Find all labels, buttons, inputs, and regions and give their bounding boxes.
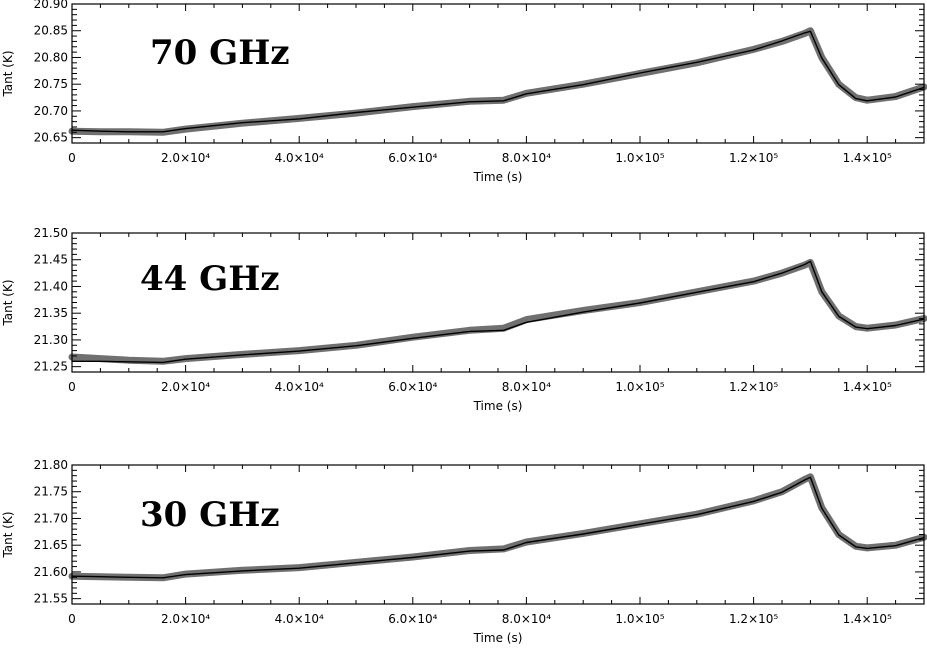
- series-line-2: [71, 30, 925, 133]
- x-tick-label: 4.0×10⁴: [275, 151, 324, 165]
- x-axis-label: Time (s): [473, 399, 523, 413]
- series-line-2: [71, 260, 925, 364]
- y-tick-label: 21.45: [34, 253, 68, 267]
- y-axis-label: Tant (K): [1, 279, 15, 326]
- panel-2: 0 2.0×10⁴ 4.0×10⁴ 6.0×10⁴ 8.0×10⁴ 1.0×10⁵ 1.2×…: [1, 226, 927, 413]
- y-tick-label: 21.65: [34, 538, 68, 552]
- y-tick-label: 21.55: [34, 592, 68, 606]
- x-tick-label: 6.0×10⁴: [388, 151, 437, 165]
- plot-frame: [71, 3, 925, 144]
- x-tick-label: 8.0×10⁴: [502, 380, 551, 394]
- y-tick-label: 20.85: [34, 24, 68, 38]
- y-tick-label: 21.60: [34, 565, 68, 579]
- panel-title: 30 GHz: [140, 495, 280, 535]
- y-tick-label: 20.70: [34, 104, 68, 118]
- y-tick-label: 21.30: [34, 333, 68, 347]
- x-tick-label: 4.0×10⁴: [275, 380, 324, 394]
- y-tick-label: 20.80: [34, 50, 68, 64]
- x-tick-label: 1.2×10⁵: [729, 612, 778, 626]
- x-tick-label: 1.0×10⁵: [615, 380, 664, 394]
- plot-frame: [71, 232, 925, 373]
- x-axis-label: Time (s): [473, 170, 523, 184]
- x-tick-label: 6.0×10⁴: [388, 612, 437, 626]
- y-tick-label: 21.25: [34, 360, 68, 374]
- y-tick-label: 20.75: [34, 77, 68, 91]
- panel-1: 0 2.0×10⁴ 4.0×10⁴ 6.0×10⁴ 8.0×10⁴ 1.0×10⁵ 1.2×…: [1, 0, 927, 184]
- x-tick-label: 0: [68, 612, 76, 626]
- x-tick-label: 1.4×10⁵: [843, 380, 892, 394]
- x-tick-label: 2.0×10⁴: [161, 612, 210, 626]
- x-tick-label: 2.0×10⁴: [161, 380, 210, 394]
- panel-title: 44 GHz: [140, 259, 280, 299]
- y-tick-label: 21.35: [34, 306, 68, 320]
- x-axis-label: Time (s): [473, 631, 523, 645]
- y-tick-label: 20.90: [34, 0, 68, 11]
- x-tick-label: 1.2×10⁵: [729, 151, 778, 165]
- y-axis-label: Tant (K): [1, 50, 15, 97]
- x-tick-label: 1.4×10⁵: [843, 151, 892, 165]
- x-tick-label: 0: [68, 380, 76, 394]
- x-tick-label: 4.0×10⁴: [275, 612, 324, 626]
- x-tick-label: 8.0×10⁴: [502, 612, 551, 626]
- panel-title: 70 GHz: [150, 33, 290, 73]
- y-tick-label: 21.75: [34, 485, 68, 499]
- y-tick-label: 21.50: [34, 226, 68, 240]
- x-tick-label: 6.0×10⁴: [388, 380, 437, 394]
- y-tick-label: 21.70: [34, 511, 68, 525]
- y-axis-label: Tant (K): [1, 511, 15, 558]
- x-tick-label: 1.4×10⁵: [843, 612, 892, 626]
- y-tick-label: 21.40: [34, 279, 68, 293]
- x-tick-label: 8.0×10⁴: [502, 151, 551, 165]
- y-tick-label: 20.65: [34, 131, 68, 145]
- x-tick-label: 0: [68, 151, 76, 165]
- x-tick-label: 2.0×10⁴: [161, 151, 210, 165]
- series-line-2: [71, 476, 925, 579]
- y-tick-label: 21.80: [34, 458, 68, 472]
- x-tick-label: 1.0×10⁵: [615, 612, 664, 626]
- panel-3: 0 2.0×10⁴ 4.0×10⁴ 6.0×10⁴ 8.0×10⁴ 1.0×10⁵ 1.2×…: [1, 458, 927, 645]
- x-tick-label: 1.2×10⁵: [729, 380, 778, 394]
- x-tick-label: 1.0×10⁵: [615, 151, 664, 165]
